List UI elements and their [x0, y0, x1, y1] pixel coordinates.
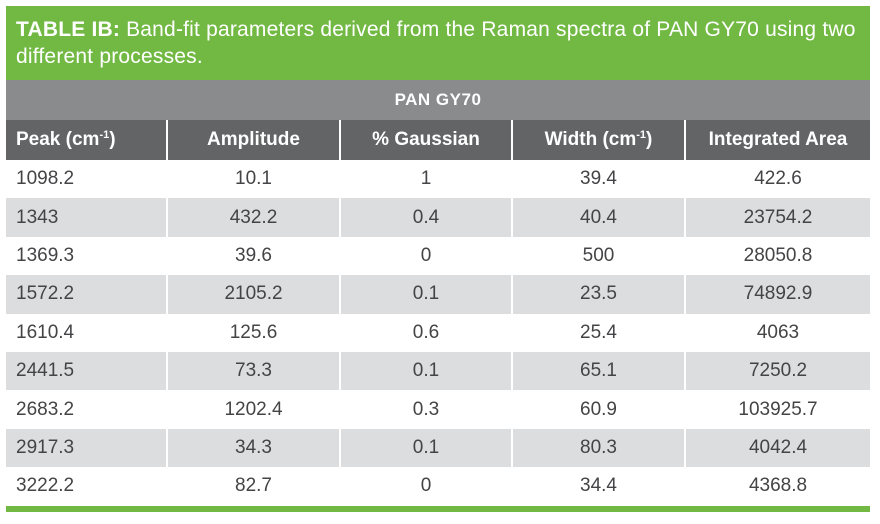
column-header-label: Width (cm	[544, 129, 637, 150]
table-row: 2683.2 1202.4 0.3 60.9 103925.7	[6, 390, 870, 429]
table-cell: 4063	[684, 313, 870, 352]
table-row: 3222.2 82.7 0 34.4 4368.8	[6, 467, 870, 506]
column-header-3: Width (cm-1)	[511, 120, 685, 160]
column-header-1: Amplitude	[166, 120, 340, 160]
table-body: 1098.2 10.1 1 39.4 422.6 1343 432.2 0.4 40.4 2375…	[6, 160, 870, 506]
table-cell: 40.4	[511, 198, 685, 237]
column-header-unit-exponent: -1	[636, 129, 647, 141]
table-cell: 103925.7	[684, 390, 870, 429]
column-header-close: )	[109, 129, 116, 150]
table-row: 1343 432.2 0.4 40.4 23754.2	[6, 198, 870, 237]
table-row: 1369.3 39.6 0 500 28050.8	[6, 236, 870, 276]
table-cell: 39.4	[511, 160, 685, 199]
table-row: 1098.2 10.1 1 39.4 422.6	[6, 160, 870, 199]
column-header-close: )	[646, 129, 653, 150]
table-cell: 0.6	[339, 313, 512, 352]
table-cell: 2917.3	[6, 428, 167, 468]
table-cell: 1572.2	[6, 275, 167, 314]
table-cell: 65.1	[511, 351, 685, 391]
group-header: PAN GY70	[6, 80, 870, 120]
table-cell: 2683.2	[6, 390, 167, 429]
column-header-label: Peak (cm	[16, 129, 100, 150]
table-cell: 60.9	[511, 390, 685, 429]
column-header-row: Peak (cm-1) Amplitude% Gaussian Width (cm-…	[6, 120, 870, 160]
table-cell: 1202.4	[166, 390, 340, 429]
table-cell: 1098.2	[6, 160, 167, 199]
table-cell: 0.1	[339, 428, 512, 468]
table-cell: 1	[339, 160, 512, 199]
table-cell: 74892.9	[684, 275, 870, 314]
table-cell: 4042.4	[684, 428, 870, 468]
table-cell: 73.3	[166, 351, 340, 391]
column-header-unit-exponent: -1	[99, 129, 110, 141]
bottom-accent-bar	[6, 505, 870, 512]
table-cell: 7250.2	[684, 351, 870, 391]
table-cell: 0.1	[339, 351, 512, 391]
column-header-2: % Gaussian	[339, 120, 512, 160]
table-cell: 10.1	[166, 160, 340, 199]
table-cell: 0.1	[339, 275, 512, 314]
table-row: 2917.3 34.3 0.1 80.3 4042.4	[6, 428, 870, 468]
table-cell: 2105.2	[166, 275, 340, 314]
table-figure: TABLE IB: Band-fit parameters derived fr…	[6, 6, 870, 512]
table-row: 1610.4 125.6 0.6 25.4 4063	[6, 313, 870, 352]
table-cell: 23.5	[511, 275, 685, 314]
column-header-0: Peak (cm-1)	[6, 120, 167, 160]
table-caption: TABLE IB: Band-fit parameters derived fr…	[6, 6, 870, 80]
table-cell: 39.6	[166, 236, 340, 276]
table-cell: 23754.2	[684, 198, 870, 237]
table-cell: 0.3	[339, 390, 512, 429]
column-header-4: Integrated Area	[684, 120, 870, 160]
group-header-row: PAN GY70	[6, 80, 870, 120]
table-cell: 0.4	[339, 198, 512, 237]
table-cell: 2441.5	[6, 351, 167, 391]
table-cell: 500	[511, 236, 685, 276]
table-cell: 1610.4	[6, 313, 167, 352]
table-cell: 0	[339, 236, 512, 276]
column-header-label: Amplitude	[207, 129, 300, 150]
table-cell: 80.3	[511, 428, 685, 468]
table-caption-text: Band-fit parameters derived from the Ram…	[16, 18, 856, 68]
table-cell: 34.3	[166, 428, 340, 468]
band-fit-table: PAN GY70 Peak (cm-1) Amplitude% Gaussian W…	[6, 80, 870, 506]
column-header-label: Integrated Area	[708, 129, 848, 150]
table-row: 1572.2 2105.2 0.1 23.5 74892.9	[6, 275, 870, 314]
table-cell: 125.6	[166, 313, 340, 352]
table-row: 2441.5 73.3 0.1 65.1 7250.2	[6, 351, 870, 391]
table-caption-label: TABLE IB:	[16, 18, 121, 41]
table-cell: 34.4	[511, 467, 685, 506]
table-cell: 3222.2	[6, 467, 167, 506]
table-cell: 1343	[6, 198, 167, 237]
table-cell: 82.7	[166, 467, 340, 506]
table-cell: 1369.3	[6, 236, 167, 276]
table-cell: 25.4	[511, 313, 685, 352]
column-header-label: % Gaussian	[372, 129, 480, 150]
table-cell: 4368.8	[684, 467, 870, 506]
table-cell: 422.6	[684, 160, 870, 199]
table-cell: 28050.8	[684, 236, 870, 276]
table-cell: 432.2	[166, 198, 340, 237]
table-cell: 0	[339, 467, 512, 506]
